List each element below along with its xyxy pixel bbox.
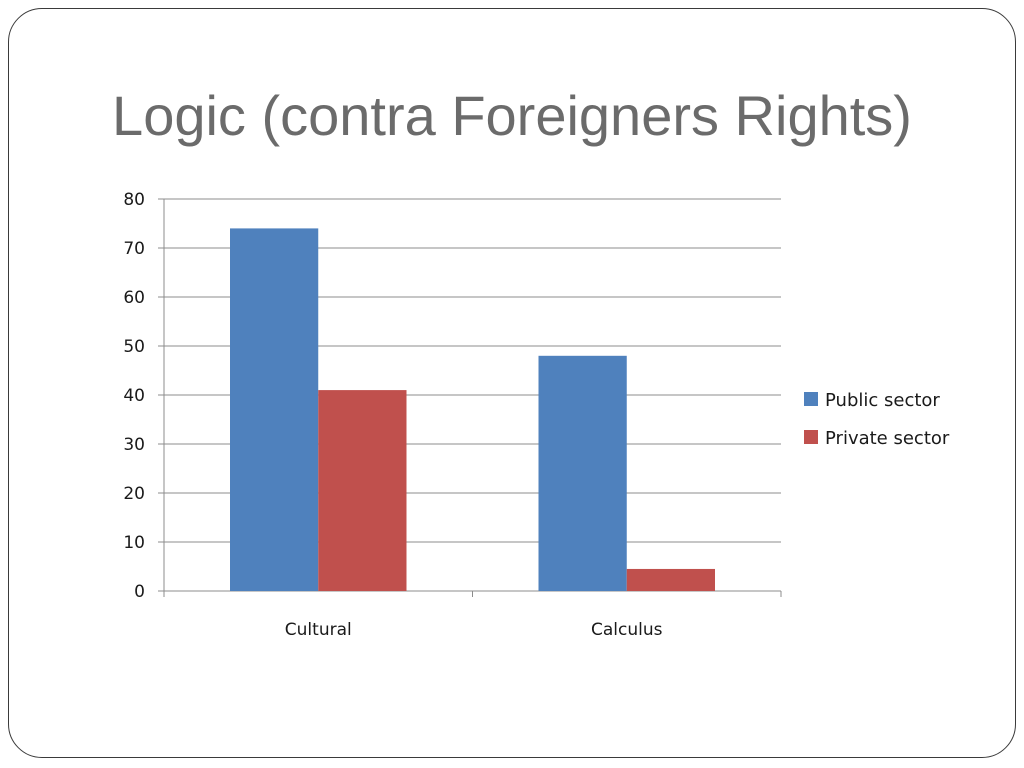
legend: Public sector Private sector (804, 390, 950, 449)
y-tick-label: 0 (134, 582, 145, 602)
legend-label: Public sector (825, 390, 940, 411)
category-label: Cultural (285, 620, 352, 640)
tick-labels: 0 10 20 30 40 50 60 70 80 (123, 190, 145, 602)
legend-swatch (804, 430, 818, 444)
y-tick-label: 70 (123, 239, 145, 259)
legend-label: Private sector (825, 428, 950, 449)
bar-private-sector-calculus (626, 568, 715, 591)
slide-frame (8, 8, 1016, 758)
y-tick-label: 10 (123, 533, 145, 553)
y-tick-label: 20 (123, 484, 145, 504)
y-tick-label: 50 (123, 337, 145, 357)
category-label: Calculus (591, 620, 663, 640)
y-tick-label: 60 (123, 288, 145, 308)
category-labels: Cultural Calculus (285, 620, 663, 640)
y-tick-label: 80 (123, 190, 145, 210)
bar-private-sector-cultural (318, 390, 407, 591)
bar-public-sector-calculus (538, 355, 627, 591)
y-tick-label: 40 (123, 386, 145, 406)
bars (230, 228, 715, 591)
legend-swatch (804, 392, 818, 406)
bar-public-sector-cultural (230, 228, 319, 591)
y-tick-label: 30 (123, 435, 145, 455)
slide-title: Logic (contra Foreigners Rights) (112, 84, 912, 147)
